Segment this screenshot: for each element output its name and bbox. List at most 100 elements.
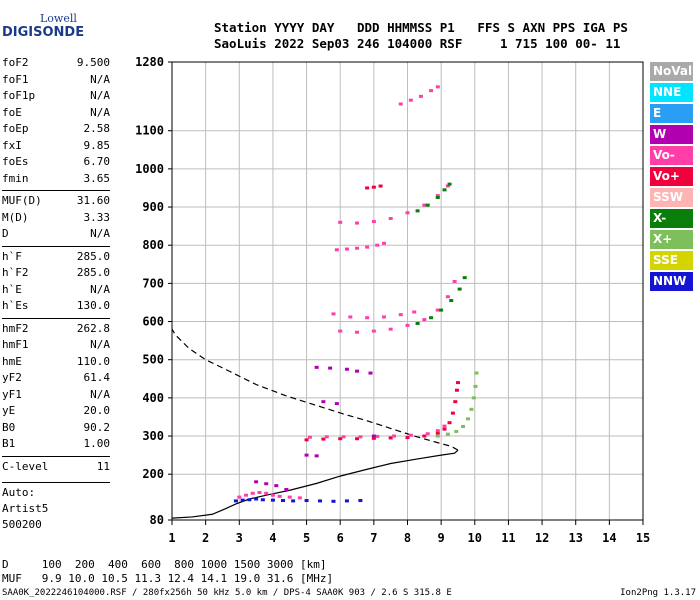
polarization-legend: NoVal NNE E W Vo- Vo+ SSW X- X+ SSE NNW [650, 62, 693, 293]
param-name: fxI [2, 138, 22, 152]
param-row: foE N/A [2, 106, 110, 123]
param-row: fxI 9.85 [2, 139, 110, 156]
legend-ssw: SSW [650, 188, 693, 207]
param-row: h`E N/A [2, 283, 110, 300]
param-row: foF1 N/A [2, 73, 110, 90]
echo-point [304, 438, 309, 442]
echo-point [445, 184, 450, 188]
echo-point [281, 499, 286, 503]
param-row: hmF2 262.8 [2, 322, 110, 339]
lowell-digisonde-logo: Lowell DIGISONDE [2, 10, 112, 44]
param-name: foEp [2, 122, 29, 135]
echo-point [355, 246, 360, 250]
echo-point [355, 369, 360, 373]
echo-point [435, 195, 440, 199]
param-value: 61.4 [83, 371, 111, 384]
param-row: h`F2 285.0 [2, 266, 110, 283]
y-tick-label: 1000 [135, 162, 164, 176]
param-separator [2, 190, 110, 191]
x-tick-label: 2 [202, 531, 209, 545]
echo-point [358, 499, 363, 503]
auto-scaling-line3: 500200 [2, 518, 42, 531]
echo-point [371, 434, 376, 438]
echo-point [408, 433, 413, 437]
echo-point [429, 316, 434, 320]
echo-point [321, 437, 326, 441]
echo-point [355, 437, 360, 441]
echo-point [284, 487, 289, 491]
param-value: N/A [90, 387, 110, 401]
echo-point [247, 498, 252, 502]
param-value: 9.85 [83, 138, 111, 152]
logo-line2: DIGISONDE [2, 25, 85, 40]
echo-point [435, 194, 440, 198]
echo-point [344, 499, 349, 503]
param-name: h`F2 [2, 266, 29, 279]
auto-scaling-line1: Auto: [2, 486, 36, 499]
echo-point [422, 203, 427, 207]
param-value: 31.60 [76, 194, 110, 207]
echo-point [338, 220, 343, 224]
auto-scaling-line2: Artist5 [2, 502, 49, 515]
echo-point [371, 436, 376, 440]
param-name: h`Es [2, 299, 29, 312]
param-value: 11 [96, 459, 110, 473]
x-tick-label: 4 [269, 531, 276, 545]
param-name: foF2 [2, 56, 29, 69]
x-tick-label: 8 [404, 531, 411, 545]
echo-point [455, 381, 460, 385]
echo-point [471, 396, 476, 400]
y-tick-label: 500 [142, 353, 164, 367]
param-value: 1.00 [83, 437, 111, 450]
echo-point [371, 185, 376, 189]
param-separator [2, 482, 110, 483]
echo-point [408, 98, 413, 102]
echo-point [328, 366, 333, 370]
param-row: foEs 6.70 [2, 155, 110, 172]
param-name: foF1p [2, 89, 36, 102]
echo-point [405, 323, 410, 327]
echo-point [452, 279, 457, 283]
y-tick-label: 700 [142, 276, 164, 290]
param-value: N/A [90, 282, 110, 296]
param-separator [2, 455, 110, 457]
param-row: C-level 11 [2, 460, 110, 477]
param-name: yE [2, 404, 16, 417]
param-name: yF1 [2, 387, 22, 401]
header-line1: Station YYYY DAY DDD HHMMSS P1 FFS S AXN… [214, 20, 628, 35]
param-name: D [2, 227, 9, 240]
legend-vo: Vo+ [650, 167, 693, 186]
echo-point [277, 494, 282, 498]
param-row: hmF1 N/A [2, 338, 110, 355]
param-value: 3.65 [83, 171, 111, 185]
legend-vo: Vo- [650, 146, 693, 165]
echo-point [304, 453, 309, 457]
echo-point [435, 429, 440, 433]
y-tick-label: 900 [142, 200, 164, 214]
file-info-footer: SAA0K_2022246104000.RSF / 280fx256h 50 k… [2, 588, 452, 598]
param-value: 110.0 [76, 354, 110, 368]
param-value: 6.70 [83, 155, 111, 168]
y-tick-label: 800 [142, 238, 164, 252]
echo-point [304, 499, 309, 503]
echo-point [425, 203, 430, 207]
legend-nne: NNE [650, 83, 693, 102]
echo-point [344, 367, 349, 371]
echo-point [447, 182, 452, 186]
echo-point [445, 432, 450, 436]
param-separator [2, 317, 110, 319]
echo-point [250, 491, 255, 495]
param-name: foF1 [2, 72, 29, 86]
x-tick-label: 11 [501, 531, 515, 545]
echo-point [429, 89, 434, 93]
echo-point [439, 308, 444, 312]
param-row: yF2 61.4 [2, 371, 110, 388]
echo-point [435, 434, 440, 438]
echo-point [418, 94, 423, 98]
echo-point [442, 188, 447, 192]
distance-row: D 100 200 400 600 800 1000 1500 3000 [km… [2, 558, 327, 571]
echo-point [344, 247, 349, 251]
echo-point [291, 499, 296, 503]
echo-point [435, 431, 440, 435]
echo-point [314, 365, 319, 369]
